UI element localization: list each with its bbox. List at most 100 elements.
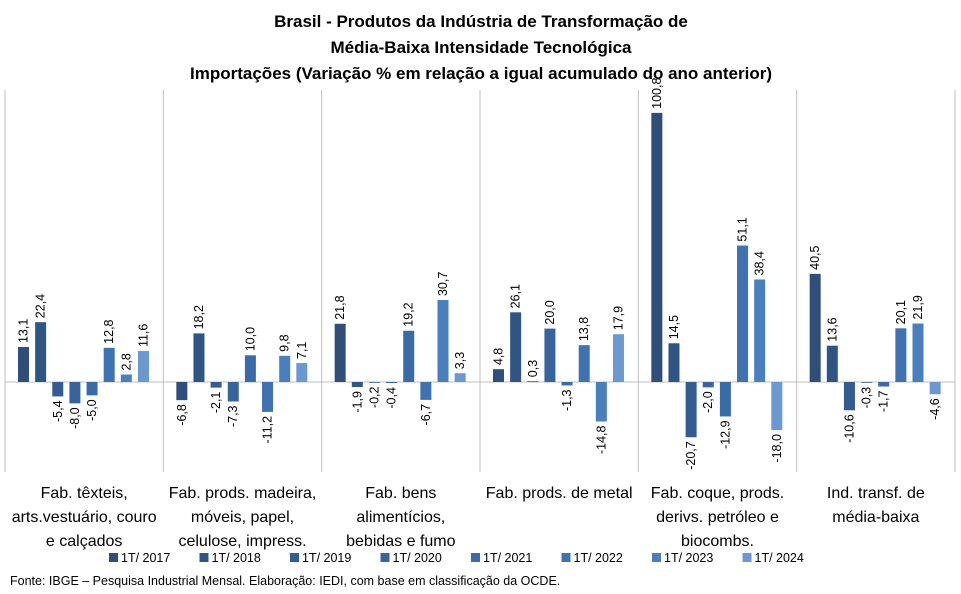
chart-title-line-3: Importações (Variação % em relação a igu… bbox=[190, 64, 772, 83]
data-label: 40,5 bbox=[808, 245, 822, 269]
bar bbox=[86, 382, 98, 396]
legend-swatch bbox=[199, 553, 209, 562]
data-label: 22,4 bbox=[34, 294, 48, 318]
data-label: -12,9 bbox=[718, 420, 732, 449]
data-label: 4,8 bbox=[492, 348, 506, 365]
data-label: 18,2 bbox=[192, 305, 206, 329]
data-label: 38,4 bbox=[753, 251, 767, 275]
bar bbox=[386, 382, 398, 384]
legend-swatch bbox=[109, 553, 118, 562]
bar bbox=[912, 323, 924, 382]
legend-swatch bbox=[561, 553, 571, 562]
bar bbox=[351, 382, 363, 388]
legend-label: 1T/ 2023 bbox=[664, 551, 713, 565]
legend-label: 1T/ 2021 bbox=[483, 551, 532, 565]
bar bbox=[18, 347, 29, 382]
bar bbox=[668, 343, 680, 382]
data-label: -1,3 bbox=[560, 389, 574, 411]
chart-title-line-2: Média-Baixa Intensidade Tecnológica bbox=[330, 38, 632, 57]
data-label: 3,3 bbox=[453, 352, 467, 369]
data-label: 13,8 bbox=[577, 317, 591, 341]
bar bbox=[754, 279, 766, 382]
bar bbox=[809, 273, 821, 382]
bar bbox=[368, 382, 380, 383]
legend-swatch bbox=[652, 553, 661, 562]
data-label: 30,7 bbox=[436, 272, 450, 296]
bar bbox=[454, 373, 466, 382]
bar bbox=[895, 328, 907, 382]
bar bbox=[493, 369, 504, 382]
bar bbox=[719, 382, 731, 417]
bar bbox=[35, 322, 47, 382]
data-label: 21,8 bbox=[333, 295, 347, 319]
bar bbox=[510, 312, 522, 382]
data-label: -1,9 bbox=[350, 391, 364, 413]
legend-label: 1T/ 2018 bbox=[212, 551, 261, 565]
data-label: -1,7 bbox=[877, 390, 891, 412]
bar bbox=[771, 382, 783, 431]
data-label: -8,0 bbox=[68, 407, 82, 429]
bar bbox=[651, 112, 663, 382]
bar bbox=[737, 245, 749, 382]
bar bbox=[861, 382, 873, 383]
bar bbox=[52, 382, 64, 397]
legend: 1T/ 2017 1T/ 2018 1T/ 2019 1T/ 2020 1T/ 2021… bbox=[109, 551, 804, 565]
category-label: alimentícios, bbox=[356, 509, 445, 526]
bar bbox=[262, 382, 274, 412]
category-label: Fab. prods. de metal bbox=[486, 485, 633, 502]
bar bbox=[210, 382, 222, 388]
bar bbox=[403, 330, 415, 382]
legend-label: 1T/ 2017 bbox=[121, 551, 170, 565]
bar bbox=[685, 382, 697, 438]
bar bbox=[878, 382, 890, 387]
bar bbox=[227, 382, 239, 402]
bars-group bbox=[18, 112, 941, 438]
category-label: Fab. prods. madeira, bbox=[169, 485, 317, 502]
data-label: 100,8 bbox=[650, 78, 664, 109]
data-label: -14,8 bbox=[594, 425, 608, 454]
bar bbox=[420, 382, 432, 400]
bar bbox=[843, 382, 855, 411]
legend-swatch bbox=[380, 553, 390, 562]
bar bbox=[929, 382, 941, 395]
data-label: -5,4 bbox=[51, 400, 65, 422]
data-label: 51,1 bbox=[736, 217, 750, 241]
data-label: -2,1 bbox=[209, 392, 223, 414]
data-label: 7,1 bbox=[295, 342, 309, 359]
data-label: -0,2 bbox=[367, 386, 381, 408]
bar bbox=[103, 347, 115, 382]
legend-label: 1T/ 2024 bbox=[755, 551, 804, 565]
category-dividers bbox=[4, 90, 956, 472]
data-label: -11,2 bbox=[261, 416, 275, 444]
data-label: -5,0 bbox=[85, 399, 99, 421]
bar bbox=[527, 381, 539, 382]
data-label: -2,0 bbox=[701, 391, 715, 413]
bar bbox=[69, 382, 81, 404]
bar bbox=[279, 355, 291, 382]
category-label: celulose, impress. bbox=[178, 533, 306, 550]
data-label: 13,6 bbox=[825, 317, 839, 341]
bar bbox=[826, 345, 838, 382]
category-label: móveis, papel, bbox=[191, 509, 294, 526]
bar bbox=[176, 382, 188, 401]
legend-label: 1T/ 2019 bbox=[302, 551, 351, 565]
data-label: 14,5 bbox=[667, 315, 681, 339]
category-label: arts.vestuário, couro bbox=[12, 509, 157, 526]
data-label: -4,6 bbox=[928, 398, 942, 420]
category-label: Fab. coque, prods. bbox=[651, 485, 784, 502]
bar bbox=[334, 323, 346, 382]
category-labels-group: Fab. têxteis, arts.vestuário, couro e calç… bbox=[12, 485, 925, 550]
chart-title-line-1: Brasil - Produtos da Indústria de Transf… bbox=[274, 12, 688, 31]
bar bbox=[544, 328, 556, 382]
data-label: 2,8 bbox=[119, 353, 133, 370]
legend-swatch bbox=[742, 553, 752, 562]
data-label: -18,0 bbox=[770, 434, 784, 463]
data-labels-group: 13,122,4 -5,4 -8,0 -5,0 12,82,811,6 -6,8 18,2 -… bbox=[17, 78, 943, 470]
category-label: e calçados bbox=[46, 533, 123, 550]
data-label: 13,1 bbox=[17, 319, 31, 343]
bar bbox=[437, 300, 449, 382]
data-label: 9,8 bbox=[278, 334, 292, 351]
legend-swatch bbox=[290, 553, 299, 562]
data-label: -7,3 bbox=[226, 405, 240, 427]
legend-swatch bbox=[471, 553, 480, 562]
